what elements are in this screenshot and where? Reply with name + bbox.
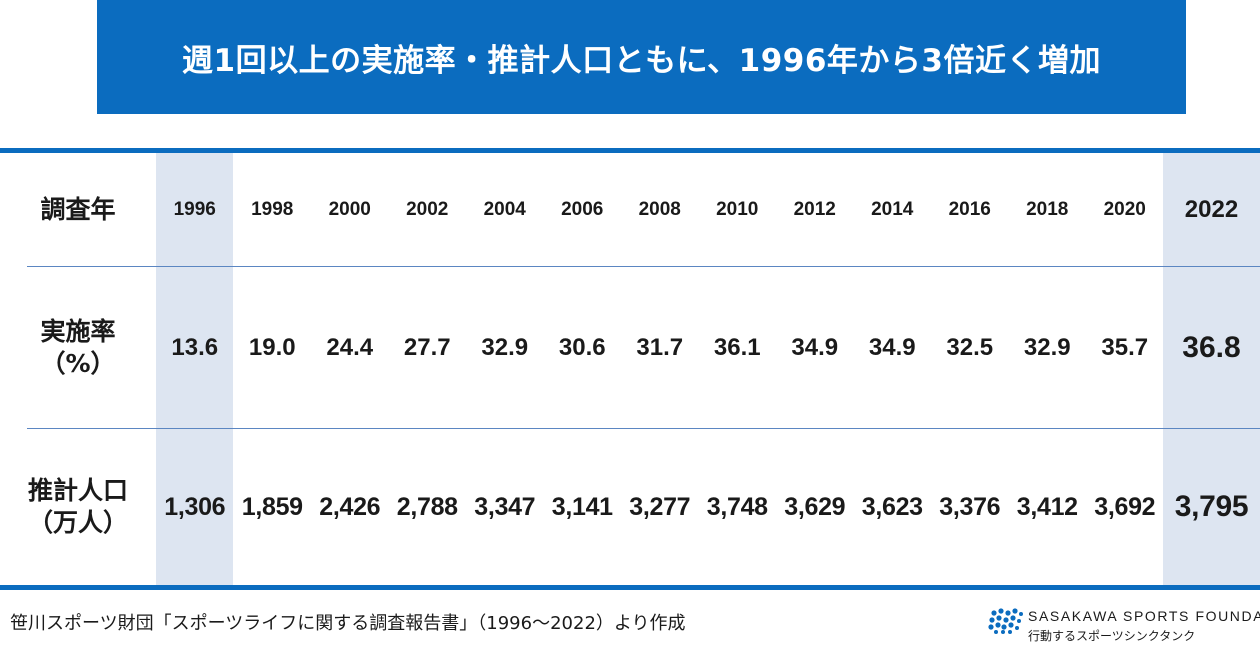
row-label-year: 調査年 [0,153,156,266]
population-cell: 3,347 [474,492,536,521]
rate-cell: 27.7 [403,333,451,361]
rate-cell: 19.0 [248,333,296,361]
population-cell: 3,277 [629,492,691,521]
row-label-population: 推計人口 （万人） [0,429,156,585]
year-cell: 2020 [1103,198,1146,220]
rate-cell: 13.6 [171,333,219,361]
row-label-unit: （万人） [27,508,128,537]
year-cell: 2016 [948,198,991,220]
year-cell: 2022 [1184,195,1239,223]
rate-cell: 32.5 [946,333,994,361]
table-row-years: 1996 1998 2000 2002 2004 2006 2008 2010 2012 2014… [156,153,1260,266]
population-cell: 3,795 [1174,490,1249,523]
rate-cell: 31.7 [636,333,684,361]
year-cell: 1996 [173,198,216,220]
logo-name: SASAKAWA SPORTS FOUNDATION [1028,608,1260,624]
population-cell: 3,692 [1094,492,1156,521]
year-cell: 2008 [638,198,681,220]
ssf-logo-icon [988,608,1023,634]
year-cell: 2004 [483,198,526,220]
table-bottom-rule [0,585,1260,590]
population-cell: 1,306 [164,492,226,521]
row-label-unit: （%） [40,348,116,378]
highlight-column-2022 [1163,153,1260,585]
rate-cell: 36.8 [1182,330,1241,364]
page-title: 週1回以上の実施率・推計人口ともに、1996年から3倍近く増加 [182,42,1101,79]
rate-cell: 34.9 [791,333,839,361]
highlight-column-1996 [156,153,233,585]
population-cell: 3,412 [1016,492,1078,521]
rate-cell: 35.7 [1101,333,1149,361]
population-cell: 3,376 [939,492,1001,521]
rate-cell: 34.9 [868,333,916,361]
source-note: 笹川スポーツ財団「スポーツライフに関する調査報告書」（1996～2022）より作… [10,613,686,634]
year-cell: 2006 [561,198,604,220]
year-cell: 1998 [251,198,294,220]
year-cell: 2018 [1026,198,1069,220]
year-cell: 2012 [793,198,836,220]
year-cell: 2010 [716,198,759,220]
population-cell: 3,623 [861,492,923,521]
population-cell: 3,629 [784,492,846,521]
table-row-population: 1,306 1,859 2,426 2,788 3,347 3,141 3,277 3,748… [156,429,1260,585]
year-cell: 2014 [871,198,914,220]
rate-cell: 32.9 [481,333,529,361]
table-row-rates: 13.6 19.0 24.4 27.7 32.9 30.6 31.7 36.1 34.9 34.9… [156,267,1260,428]
population-cell: 2,788 [396,492,458,521]
row-label-text: 推計人口 [27,476,128,505]
rate-cell: 30.6 [558,333,606,361]
year-cell: 2002 [406,198,449,220]
title-banner: 週1回以上の実施率・推計人口ともに、1996年から3倍近く増加 [97,0,1186,114]
rate-cell: 36.1 [713,333,761,361]
row-divider [27,266,1260,267]
table-top-rule [0,148,1260,153]
row-label-rate: 実施率 （%） [0,267,156,428]
row-label-text: 調査年 [40,194,116,224]
row-divider [27,428,1260,429]
year-cell: 2000 [328,198,371,220]
population-cell: 3,748 [706,492,768,521]
row-label-text: 実施率 [40,316,116,346]
population-cell: 1,859 [241,492,303,521]
population-cell: 2,426 [319,492,381,521]
rate-cell: 32.9 [1023,333,1071,361]
rate-cell: 24.4 [326,333,374,361]
logo-tagline: 行動するスポーツシンクタンク [1028,629,1196,643]
foundation-logo: SASAKAWA SPORTS FOUNDATION 行動するスポーツシンクタン… [988,603,1260,648]
population-cell: 3,141 [551,492,613,521]
